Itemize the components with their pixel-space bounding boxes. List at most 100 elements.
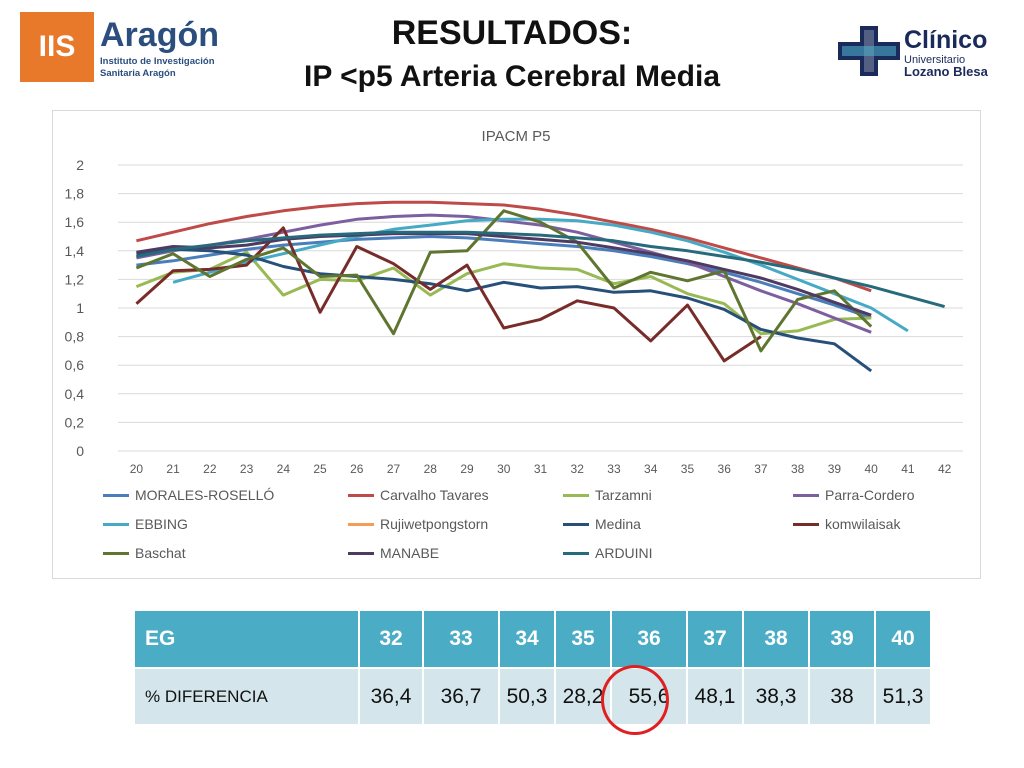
iis-logo-subtitle-1: Instituto de Investigación bbox=[100, 56, 215, 67]
row-label: % DIFERENCIA bbox=[135, 669, 358, 724]
x-tick-label: 27 bbox=[387, 462, 401, 476]
legend-swatch bbox=[793, 493, 819, 497]
table-header-week: 36 bbox=[612, 611, 686, 667]
legend-swatch bbox=[103, 551, 129, 555]
x-tick-label: 41 bbox=[901, 462, 915, 476]
legend-item: Medina bbox=[563, 516, 641, 532]
legend-swatch bbox=[348, 551, 374, 555]
legend-label: ARDUINI bbox=[595, 545, 653, 561]
y-tick-label: 1,8 bbox=[65, 186, 85, 202]
legend-label: Rujiwetpongstorn bbox=[380, 516, 489, 532]
table-cell: 38 bbox=[810, 669, 874, 724]
legend-item: Parra-Cordero bbox=[793, 487, 914, 503]
table-cell: 36,7 bbox=[424, 669, 498, 724]
iis-logo-name: Aragón bbox=[100, 16, 219, 54]
legend-item: MANABE bbox=[348, 545, 439, 561]
table-row: % DIFERENCIA 36,4 36,7 50,3 28,2 55,6 48,1 38,3… bbox=[135, 669, 930, 724]
chart-container: IPACM P5 0 0,2 0,4 0,6 0,8 1 1,2 1,4 1,6 1,8 2 20 21 2… bbox=[52, 110, 981, 579]
series-line-arduini bbox=[136, 230, 945, 309]
clinico-logo-subtitle-2: Lozano Blesa bbox=[904, 64, 988, 79]
legend-swatch bbox=[793, 522, 819, 526]
series-line-manabe bbox=[136, 232, 872, 317]
table-header-eg: EG bbox=[135, 611, 358, 667]
y-tick-label: 0,8 bbox=[65, 329, 85, 345]
series-line-morales-rosell- bbox=[136, 235, 872, 320]
legend-item: Rujiwetpongstorn bbox=[348, 516, 488, 532]
table-cell: 38,3 bbox=[744, 669, 808, 724]
legend-swatch bbox=[563, 551, 589, 555]
table-header-week: 35 bbox=[556, 611, 610, 667]
legend-swatch bbox=[103, 493, 129, 497]
x-tick-label: 30 bbox=[497, 462, 511, 476]
x-tick-label: 40 bbox=[864, 462, 878, 476]
medical-cross-icon bbox=[838, 26, 900, 76]
table-cell: 36,4 bbox=[360, 669, 422, 724]
legend-label: Carvalho Tavares bbox=[380, 487, 489, 503]
legend-swatch bbox=[348, 522, 374, 526]
y-tick-label: 1,6 bbox=[65, 214, 85, 230]
legend-label: MORALES-ROSELLÓ bbox=[135, 487, 275, 503]
table-header-week: 40 bbox=[876, 611, 930, 667]
clinico-logo: Clínico Universitario Lozano Blesa bbox=[838, 26, 998, 79]
legend-item: Tarzamni bbox=[563, 487, 652, 503]
legend-item: Carvalho Tavares bbox=[348, 487, 489, 503]
series-line-komwilaisak bbox=[135, 226, 762, 363]
clinico-logo-name: Clínico bbox=[904, 26, 988, 54]
table-header-week: 32 bbox=[360, 611, 422, 667]
slide-subtitle: IP <p5 Arteria Cerebral Media bbox=[303, 60, 720, 93]
series-line-medina bbox=[136, 247, 873, 373]
slide-title: RESULTADOS: bbox=[391, 14, 633, 52]
x-tick-label: 39 bbox=[828, 462, 842, 476]
x-tick-label: 24 bbox=[277, 462, 291, 476]
legend-label: Parra-Cordero bbox=[825, 487, 915, 503]
y-tick-label: 2 bbox=[76, 157, 84, 173]
x-tick-label: 37 bbox=[754, 462, 768, 476]
line-chart: IPACM P5 0 0,2 0,4 0,6 0,8 1 1,2 1,4 1,6 1,8 2 20 21 2… bbox=[65, 128, 963, 476]
legend-label: Tarzamni bbox=[595, 487, 652, 503]
x-tick-label: 28 bbox=[424, 462, 438, 476]
x-tick-label: 36 bbox=[718, 462, 732, 476]
legend-swatch bbox=[348, 493, 374, 497]
x-tick-label: 22 bbox=[203, 462, 217, 476]
series-line-baschat bbox=[135, 209, 873, 353]
legend-label: komwilaisak bbox=[825, 516, 901, 532]
table-header-week: 39 bbox=[810, 611, 874, 667]
clinico-logo-subtitle-1: Universitario bbox=[904, 54, 966, 66]
iis-logo-box: IIS bbox=[20, 12, 94, 82]
y-tick-label: 0,4 bbox=[65, 386, 85, 402]
legend-label: EBBING bbox=[135, 516, 188, 532]
y-tick-label: 0 bbox=[76, 443, 84, 459]
legend-item: EBBING bbox=[103, 516, 188, 532]
x-tick-label: 26 bbox=[350, 462, 364, 476]
table-header-week: 38 bbox=[744, 611, 808, 667]
x-tick-label: 32 bbox=[571, 462, 585, 476]
x-tick-label: 29 bbox=[460, 462, 474, 476]
series-line-carvalho-tavares bbox=[136, 200, 872, 293]
x-tick-label: 35 bbox=[681, 462, 695, 476]
chart-title: IPACM P5 bbox=[482, 128, 551, 145]
y-tick-label: 0,2 bbox=[65, 414, 85, 430]
table-header-week: 37 bbox=[688, 611, 742, 667]
legend-label: Medina bbox=[595, 516, 641, 532]
iis-logo-subtitle-2: Sanitaria Aragón bbox=[100, 68, 176, 79]
iis-aragon-logo: IIS Aragón Instituto de Investigación Sa… bbox=[20, 12, 225, 84]
legend-swatch bbox=[103, 522, 129, 526]
x-tick-label: 42 bbox=[938, 462, 952, 476]
legend-swatch bbox=[563, 522, 589, 526]
legend-item: Baschat bbox=[103, 545, 186, 561]
x-tick-label: 31 bbox=[534, 462, 548, 476]
x-tick-label: 20 bbox=[130, 462, 144, 476]
y-tick-label: 0,6 bbox=[65, 357, 85, 373]
y-tick-label: 1,2 bbox=[65, 271, 85, 287]
difference-table: EG 32 33 34 35 36 37 38 39 40 % DIFERENCIA 36,4 36,… bbox=[133, 609, 932, 726]
x-tick-label: 23 bbox=[240, 462, 254, 476]
legend-swatch bbox=[563, 493, 589, 497]
x-tick-label: 33 bbox=[607, 462, 621, 476]
table-header-row: EG 32 33 34 35 36 37 38 39 40 bbox=[135, 611, 930, 667]
legend-item: komwilaisak bbox=[793, 516, 900, 532]
y-tick-label: 1,4 bbox=[65, 243, 85, 259]
legend-item: MORALES-ROSELLÓ bbox=[103, 487, 274, 503]
legend-item: ARDUINI bbox=[563, 545, 653, 561]
table-header-week: 34 bbox=[500, 611, 554, 667]
highlight-circle bbox=[601, 665, 669, 735]
